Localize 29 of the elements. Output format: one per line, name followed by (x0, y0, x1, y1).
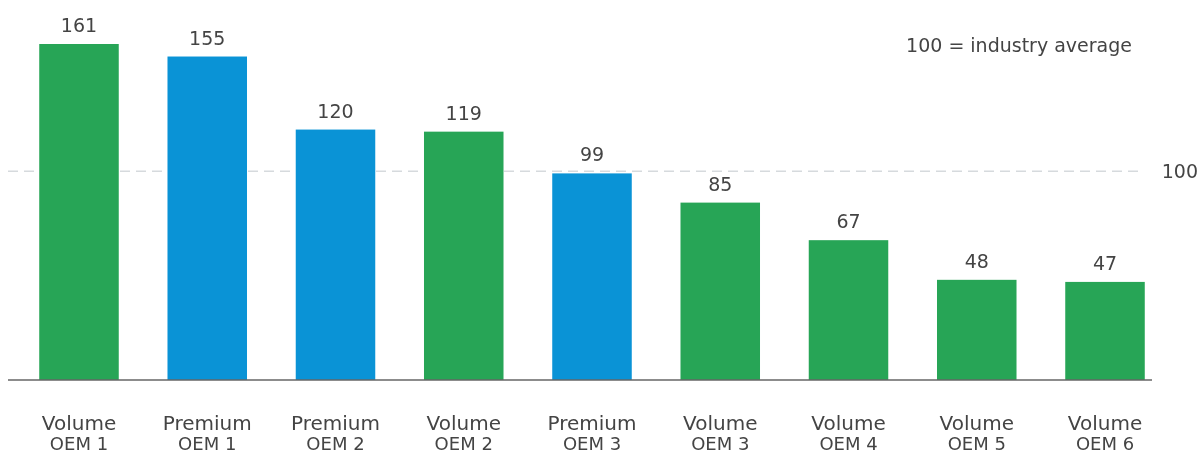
x-tick-label: Premium OEM 2 (291, 411, 380, 454)
data-label: 120 (317, 99, 354, 122)
data-label: 67 (836, 210, 861, 233)
data-label: 85 (708, 172, 733, 195)
x-tick-label: Volume OEM 4 (811, 411, 886, 454)
bar (808, 240, 889, 380)
bar (937, 279, 1017, 380)
x-tick-label: Premium OEM 3 (547, 411, 637, 454)
x-tick-label: Volume OEM 6 (1067, 411, 1143, 454)
bar (1065, 281, 1145, 380)
bar (552, 173, 632, 380)
x-tick-label: Volume OEM 3 (683, 411, 758, 454)
bar (167, 56, 247, 380)
annotation: 100 = industry average (906, 34, 1132, 56)
data-label: 47 (1092, 251, 1118, 274)
bar (423, 131, 504, 380)
data-label: 99 (579, 143, 605, 166)
data-label: 161 (60, 14, 98, 36)
bar (39, 44, 119, 380)
x-tick-label: Volume OEM 5 (939, 411, 1014, 454)
bar (680, 202, 761, 380)
data-label: 119 (445, 101, 482, 124)
data-label: 48 (964, 249, 989, 272)
x-tick-label: Premium OEM 1 (162, 411, 252, 454)
x-tick-label: Volume OEM 2 (426, 411, 501, 454)
bar (295, 129, 376, 380)
x-tick-label: Volume OEM 1 (41, 411, 117, 454)
ref-line-label: 100 (1161, 159, 1198, 182)
data-label: 155 (189, 26, 226, 49)
